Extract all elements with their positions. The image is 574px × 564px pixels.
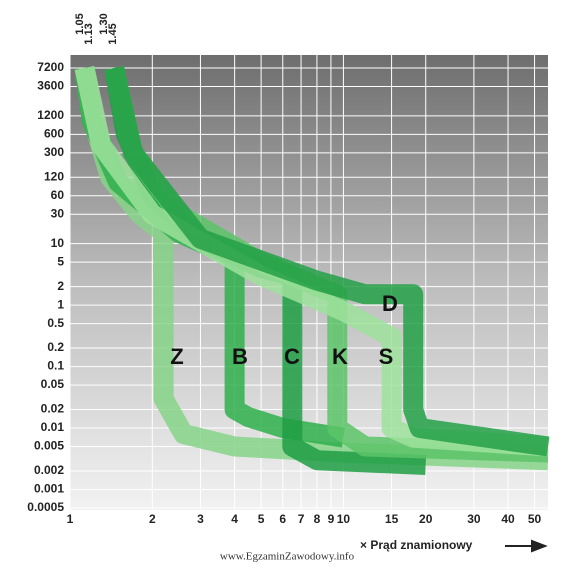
y-tick-label: 7200 <box>37 60 64 74</box>
characteristic-band <box>74 65 549 457</box>
x-tick-label: 30 <box>467 512 481 526</box>
characteristic-band <box>104 65 550 457</box>
y-tick-label: 0.1 <box>47 359 64 373</box>
y-tick-label: 1200 <box>37 108 64 122</box>
band-label: Z <box>170 344 183 369</box>
top-label: 1.13 <box>83 23 95 44</box>
x-tick-label: 9 <box>328 512 335 526</box>
x-tick-label: 1 <box>67 512 74 526</box>
y-tick-label: 2 <box>57 279 64 293</box>
x-tick-label: 50 <box>528 512 542 526</box>
y-tick-label: 0.05 <box>41 377 65 391</box>
y-tick-label: 0.002 <box>34 463 64 477</box>
watermark: www.EgzaminZawodowy.info <box>220 551 355 563</box>
y-tick-label: 30 <box>51 206 65 220</box>
axis-arrow <box>505 539 548 553</box>
x-tick-label: 10 <box>337 512 351 526</box>
y-tick-label: 0.5 <box>47 316 64 330</box>
y-tick-label: 0.001 <box>34 482 64 496</box>
x-tick-label: 7 <box>298 512 305 526</box>
y-tick-label: 1 <box>57 297 64 311</box>
y-tick-label: 0.0005 <box>27 500 64 514</box>
y-tick-label: 0.005 <box>34 439 64 453</box>
x-tick-label: 40 <box>501 512 515 526</box>
x-tick-label: 2 <box>149 512 156 526</box>
top-label: 1.05 <box>74 13 86 34</box>
y-tick-label: 0.2 <box>47 340 64 354</box>
x-tick-label: 4 <box>231 512 238 526</box>
top-label: 1.45 <box>107 23 119 44</box>
band-label: S <box>379 344 394 369</box>
x-tick-label: 15 <box>385 512 399 526</box>
x-axis-label: × Prąd znamionowy <box>360 538 473 552</box>
y-tick-label: 600 <box>44 127 64 141</box>
band-label: B <box>232 344 248 369</box>
x-tick-label: 8 <box>314 512 321 526</box>
x-tick-label: 20 <box>419 512 433 526</box>
y-tick-label: 60 <box>51 188 65 202</box>
y-tick-label: 0.02 <box>41 402 65 416</box>
y-tick-label: 300 <box>44 145 64 159</box>
y-tick-label: 120 <box>44 169 64 183</box>
x-tick-label: 5 <box>258 512 265 526</box>
y-tick-label: 10 <box>51 236 65 250</box>
band-label: D <box>382 291 398 316</box>
y-tick-label: 0.01 <box>41 420 65 434</box>
band-label: K <box>332 344 348 369</box>
x-tick-label: 3 <box>197 512 204 526</box>
y-tick-label: 5 <box>57 254 64 268</box>
top-label: 1.30 <box>98 13 110 34</box>
y-tick-label: 3600 <box>37 79 64 93</box>
band-label: C <box>284 344 300 369</box>
x-tick-label: 6 <box>279 512 286 526</box>
